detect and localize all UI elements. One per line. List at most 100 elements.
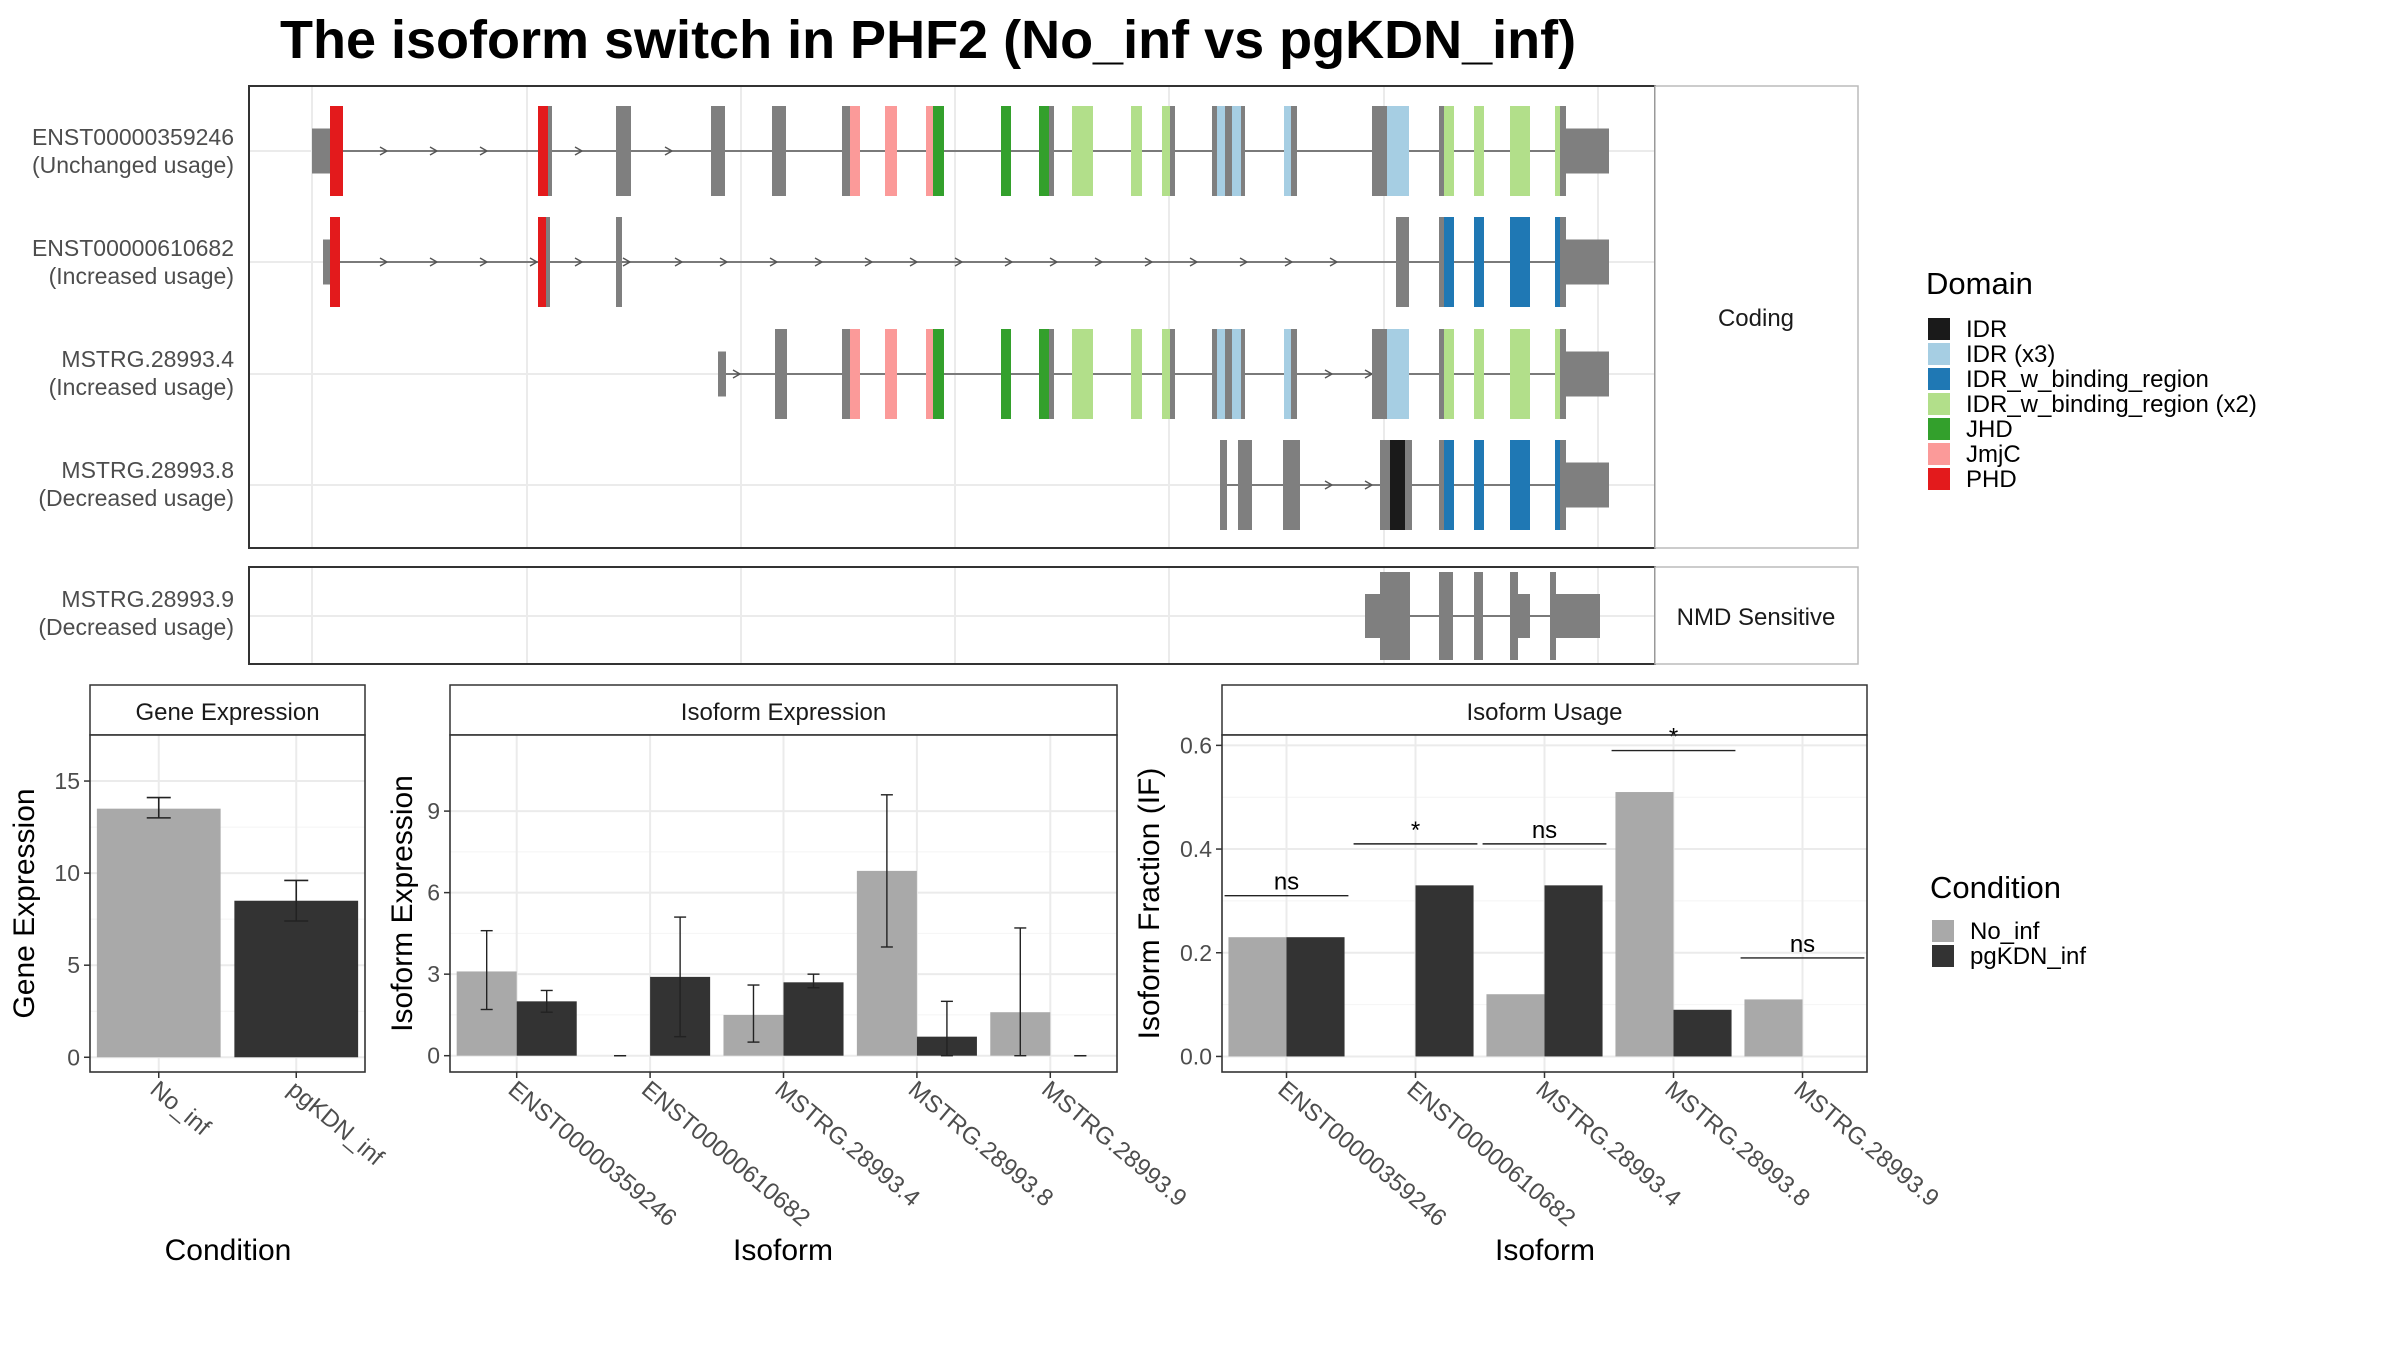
legend-label: IDR (x3) [1966,341,2055,368]
coding-strip-label: Coding [1718,305,1794,332]
isoform-track [1365,572,1600,660]
y-tick-label: 6 [427,880,440,906]
exon [1049,329,1054,419]
intron-arrow [674,257,684,267]
legend-swatch [1932,945,1954,967]
domain-exon [1510,440,1530,530]
domain-exon [1555,440,1560,530]
bar [96,808,221,1058]
domain-exon [1510,217,1530,307]
panel-title: Isoform Expression [681,699,886,726]
intron-arrow [719,257,729,267]
significance-label: ns [1532,817,1557,844]
coding-strip [1654,85,1859,549]
legend-label: JmjC [1966,441,2021,468]
domain-exon [850,329,860,419]
x-axis-title: Condition [165,1234,292,1267]
exon [548,106,552,196]
exon [1225,329,1232,419]
intron-arrow [529,257,539,267]
domain-legend-title: Domain [1926,266,2033,301]
legend-swatch [1928,343,1950,365]
intron-arrow [429,257,439,267]
legend-swatch [1928,368,1950,390]
domain-exon [850,106,860,196]
exon [1212,106,1217,196]
exon [1474,572,1483,660]
nmd-strip-label: NMD Sensitive [1677,604,1836,631]
x-tick-label: pgKDN_inf [282,1076,389,1172]
domain-exon [885,329,897,419]
intron-arrow [1329,257,1339,267]
isoform-track [718,329,1609,419]
exon [1560,440,1566,530]
x-axis-title: Isoform [1495,1234,1595,1267]
intron-arrow [909,257,919,267]
exon [1220,440,1227,530]
isoform-usage-label: (Increased usage) [49,374,234,400]
intron-arrow [479,146,489,156]
exon [1396,217,1409,307]
intron-arrow [622,257,632,267]
exon [546,217,550,307]
bar [1228,937,1287,1057]
exon [772,106,786,196]
legend-swatch [1928,468,1950,490]
domain-exon [1387,329,1409,419]
legend-swatch [1928,418,1950,440]
significance-label: * [1669,724,1678,751]
legend-swatch [1928,443,1950,465]
legend-swatch [1928,393,1950,415]
exon [1283,440,1300,530]
domain-exon [885,106,897,196]
isoform-track [323,217,1609,307]
exon [1439,106,1444,196]
intron-arrow [814,257,824,267]
panel-frame [89,734,366,1073]
error-bar [540,989,553,1013]
domain-exon [1387,106,1409,196]
legend-label: IDR_w_binding_region [1966,366,2209,393]
significance-label: * [1411,817,1420,844]
intron-arrow [379,146,389,156]
significance-label: ns [1274,869,1299,896]
exon [1566,462,1609,508]
panel-title: Gene Expression [135,699,319,726]
exon [616,106,631,196]
error-bar [674,916,687,1038]
exon [1439,329,1444,419]
domain-exon [1162,106,1170,196]
bar [783,982,844,1056]
exon [1510,572,1518,660]
domain-exon [1444,217,1454,307]
error-bar [747,984,760,1043]
y-tick-label: 15 [54,768,80,794]
isoform-track [1220,440,1609,530]
exon [1550,572,1556,660]
isoform-label: MSTRG.28993.4 [61,346,234,372]
coding-panel-frame [248,85,1656,549]
x-axis-title: Isoform [733,1234,833,1267]
bar [1415,885,1474,1057]
domain-exon [1232,329,1241,419]
isoform-usage-label: (Increased usage) [49,263,234,289]
y-tick-label: 0 [67,1044,80,1070]
domain-exon [1131,106,1142,196]
intron-arrow [769,257,779,267]
domain-exon [330,217,340,307]
domain-exon [538,106,548,196]
exon [1225,106,1232,196]
exon [323,239,330,285]
legend-label: IDR_w_binding_region (x2) [1966,391,2257,418]
domain-exon [933,329,944,419]
legend-label: IDR [1966,316,2007,343]
isoform-usage-label: (Decreased usage) [38,614,234,640]
exon [1372,106,1387,196]
y-tick-label: 3 [427,961,440,987]
domain-exon [1217,329,1225,419]
error-bar [146,796,171,819]
exon [1566,239,1609,285]
